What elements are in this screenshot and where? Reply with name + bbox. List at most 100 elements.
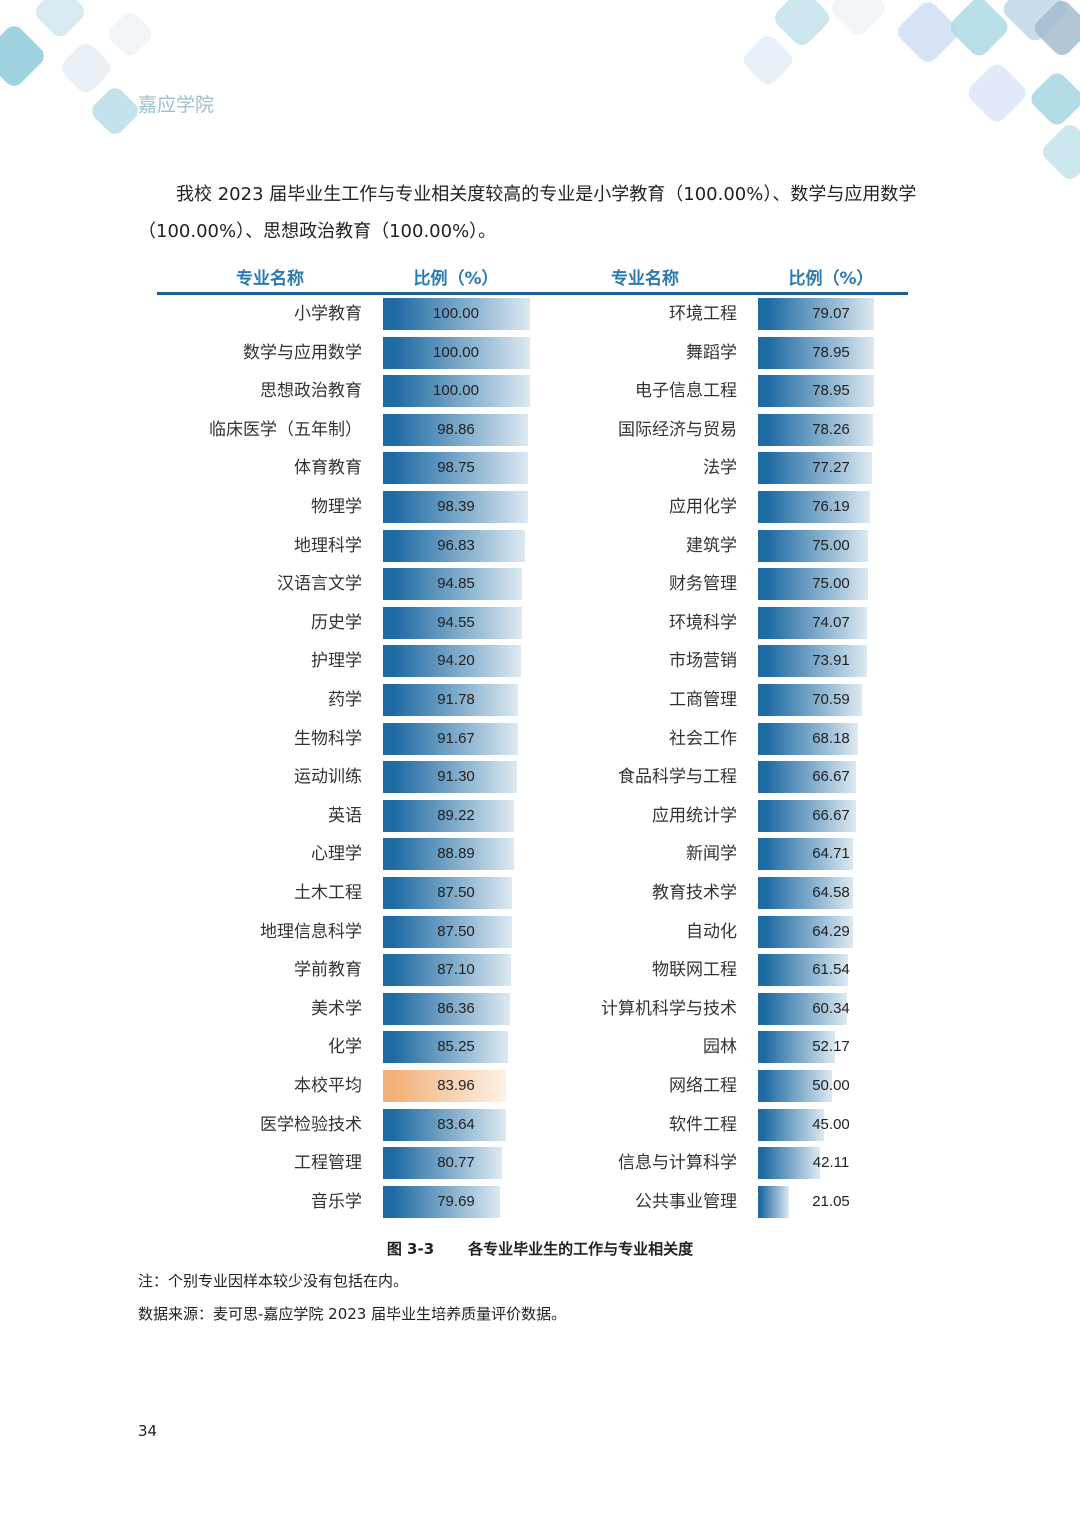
major-name: 化学 [328,1037,362,1058]
ratio-bar [383,568,523,601]
ratio-value: 87.50 [437,884,475,901]
source-text: 数据来源：麦可思-嘉应学院 2023 届毕业生培养质量评价数据。 [138,1305,567,1323]
major-name: 音乐学 [311,1191,362,1212]
ratio-bar [383,606,522,639]
column-header-major: 专业名称 [611,269,679,289]
table-row: 历史学 94.55 [0,606,1080,639]
major-name: 应用统计学 [652,805,737,826]
ratio-value: 77.27 [812,459,850,477]
ratio-bar [383,799,515,832]
header-rule [157,292,908,295]
ratio-value: 94.85 [437,575,475,593]
table-row: 医学检验技术 83.64 [0,1108,1080,1141]
ratio-bar [383,761,518,794]
table-row: 音乐学 79.69 [0,1185,1080,1218]
major-name: 历史学 [311,612,362,633]
table-row: 电子信息工程 78.95 [0,375,1080,408]
major-name: 小学教育 [294,304,362,324]
major-name: 生物科学 [294,728,362,749]
ratio-bar [758,1147,820,1180]
ratio-bar [383,954,512,987]
table-row: 思想政治教育 100.00 [0,375,1080,408]
ratio-bar [758,838,854,871]
table-row: 国际经济与贸易 78.26 [0,413,1080,446]
ratio-bar [758,954,849,987]
major-name: 物理学 [311,497,362,517]
figure-title: 各专业毕业生的工作与专业相关度 [468,1240,694,1258]
ratio-value: 50.00 [812,1077,850,1094]
major-name: 教育技术学 [652,883,737,903]
major-name: 环境工程 [669,304,737,324]
ratio-value: 86.36 [437,999,475,1017]
ratio-bar [758,1185,789,1218]
table-row: 物联网工程 61.54 [0,954,1080,987]
table-row: 建筑学 75.00 [0,529,1080,562]
table-row: 自动化 64.29 [0,915,1080,948]
table-row: 公共事业管理 21.05 [0,1185,1080,1218]
table-row: 信息与计算科学 42.11 [0,1147,1080,1180]
ratio-value: 91.67 [437,729,475,747]
ratio-value: 88.89 [437,845,475,863]
ratio-bar [383,1031,509,1064]
major-name: 本校平均 [294,1076,362,1096]
table-row: 环境工程 79.07 [0,298,1080,330]
ratio-bar [758,568,869,601]
ratio-bar [758,761,856,794]
major-name: 运动训练 [294,767,362,788]
table-row: 工程管理 80.77 [0,1147,1080,1180]
table-row: 药学 91.78 [0,684,1080,716]
table-row: 舞蹈学 78.95 [0,336,1080,369]
ratio-value: 60.34 [812,999,850,1017]
ratio-bar [758,645,867,678]
major-name: 心理学 [311,844,362,865]
ratio-bar [383,452,529,485]
ratio-value: 78.26 [812,420,850,438]
major-name: 公共事业管理 [635,1191,737,1212]
ratio-value: 74.07 [812,613,850,631]
table-row: 财务管理 75.00 [0,568,1080,601]
ratio-value: 45.00 [812,1115,850,1133]
table-row: 应用化学 76.19 [0,491,1080,523]
table-row: 计算机科学与技术 60.34 [0,992,1080,1025]
ratio-value: 78.95 [812,382,850,400]
ratio-value: 94.55 [437,613,475,631]
table-row: 美术学 86.36 [0,992,1080,1025]
average-bar [383,1070,507,1102]
major-name: 土木工程 [294,883,362,903]
major-name: 环境科学 [669,612,737,633]
figure-number: 图 3-3 [386,1240,435,1258]
table-row: 护理学 94.20 [0,645,1080,678]
ratio-value: 73.91 [812,652,850,670]
table-row: 地理信息科学 87.50 [0,915,1080,948]
major-name: 自动化 [686,921,737,942]
ratio-bar [383,336,530,369]
major-name: 汉语言文学 [277,574,362,595]
ratio-value: 87.50 [437,922,475,940]
major-name: 工程管理 [294,1153,362,1174]
ratio-value: 75.00 [812,575,850,593]
major-name: 国际经济与贸易 [618,419,737,440]
ratio-bar [758,529,869,562]
table-row: 工商管理 70.59 [0,684,1080,716]
major-name: 新闻学 [686,844,737,865]
ratio-bar [383,684,518,716]
ratio-value: 79.69 [437,1192,475,1210]
ratio-value: 66.67 [812,768,850,786]
major-name: 地理信息科学 [260,921,362,942]
ratio-bar [383,529,526,562]
table-row: 网络工程 50.00 [0,1070,1080,1102]
ratio-value: 94.20 [437,652,475,670]
ratio-bar [383,1108,506,1141]
ratio-value: 61.54 [812,961,850,979]
ratio-value: 66.67 [812,806,850,824]
ratio-bar [758,298,875,330]
ratio-value: 64.71 [812,845,850,863]
major-name: 网络工程 [669,1076,737,1096]
ratio-value: 100.00 [433,305,479,322]
major-name: 应用化学 [669,497,737,517]
ratio-bar [758,1031,835,1064]
ratio-bar [758,375,875,408]
ratio-value: 68.18 [812,729,850,747]
major-name: 市场营销 [669,651,737,672]
major-name: 法学 [703,458,737,479]
